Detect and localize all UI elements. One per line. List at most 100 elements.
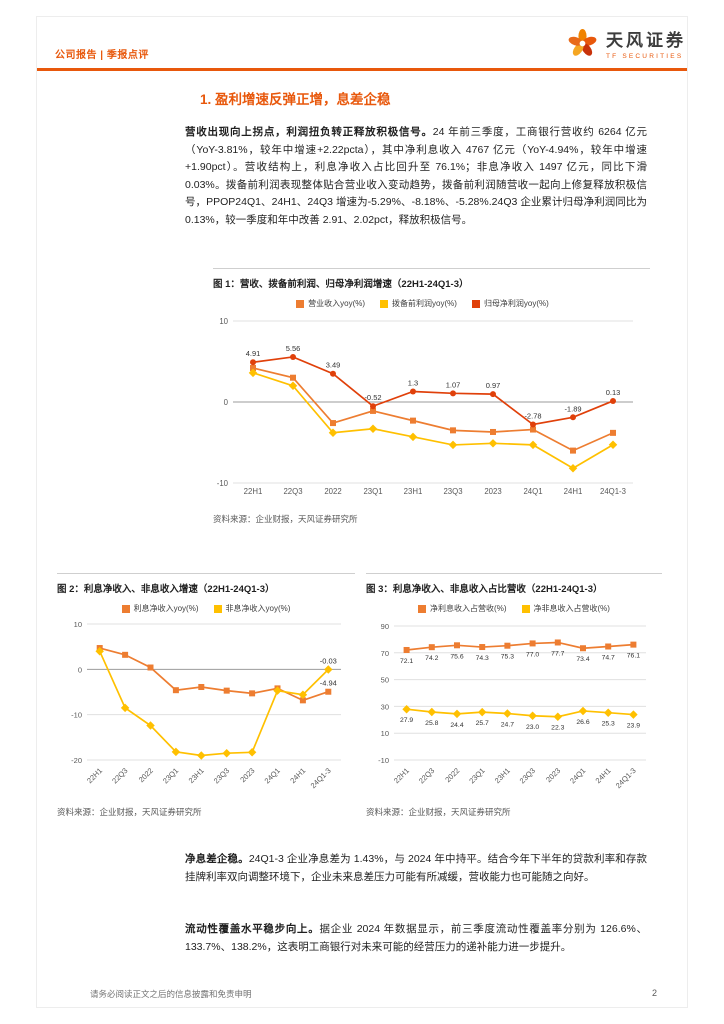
svg-text:22H1: 22H1 bbox=[85, 766, 104, 785]
svg-text:22H1: 22H1 bbox=[392, 766, 411, 785]
svg-text:25.7: 25.7 bbox=[476, 720, 489, 727]
paragraph-lead: 净息差企稳。 bbox=[185, 853, 249, 865]
legend-label: 营业收入yoy(%) bbox=[308, 299, 366, 308]
svg-text:-0.03: -0.03 bbox=[320, 656, 337, 665]
tf-securities-logo-icon bbox=[566, 27, 599, 65]
svg-text:1.07: 1.07 bbox=[446, 380, 461, 389]
legend-label: 归母净利润yoy(%) bbox=[483, 299, 549, 308]
page-border bbox=[36, 16, 688, 1008]
legend-item: 归母净利润yoy(%) bbox=[471, 298, 549, 309]
svg-text:23Q3: 23Q3 bbox=[443, 487, 462, 496]
figure-1-source: 资料来源：企业财报，天风证券研究所 bbox=[213, 514, 358, 524]
figure-2-source: 资料来源：企业财报，天风证券研究所 bbox=[57, 807, 202, 817]
figure-3: 图 3：利息净收入、非息收入占比营收（22H1-24Q1-3） 净利息收入占营收… bbox=[366, 573, 662, 818]
svg-text:77.7: 77.7 bbox=[551, 650, 564, 657]
legend-item: 净非息收入占营收(%) bbox=[521, 603, 610, 614]
figure-1-title: 图 1：营收、拨备前利润、归母净利润增速（22H1-24Q1-3） bbox=[213, 268, 650, 290]
paragraph-text: 24 年前三季度，工商银行营收约 6264 亿元（YoY-3.81%，较年中增速… bbox=[185, 126, 648, 226]
svg-text:2023: 2023 bbox=[484, 487, 501, 496]
svg-text:24Q1-3: 24Q1-3 bbox=[614, 766, 638, 790]
paragraph-lead: 流动性覆盖水平稳步向上。 bbox=[185, 923, 320, 935]
legend-label: 拨备前利润yoy(%) bbox=[392, 299, 457, 308]
brand-name-en: TF SECURITIES bbox=[606, 52, 684, 60]
svg-text:23.0: 23.0 bbox=[526, 724, 539, 731]
legend-label: 净利息收入占营收(%) bbox=[430, 604, 507, 613]
legend-swatch bbox=[471, 299, 480, 308]
svg-text:90: 90 bbox=[381, 622, 389, 631]
svg-text:23H1: 23H1 bbox=[493, 766, 512, 785]
svg-text:-20: -20 bbox=[71, 756, 82, 765]
svg-text:2023: 2023 bbox=[238, 766, 256, 784]
svg-text:0: 0 bbox=[224, 398, 229, 407]
svg-text:24Q1-3: 24Q1-3 bbox=[309, 766, 333, 790]
svg-text:-2.78: -2.78 bbox=[524, 412, 541, 421]
header-rule bbox=[37, 68, 687, 71]
svg-text:23H1: 23H1 bbox=[404, 487, 423, 496]
svg-text:24H1: 24H1 bbox=[594, 766, 613, 785]
figure-2-title: 图 2：利息净收入、非息收入增速（22H1-24Q1-3） bbox=[57, 573, 355, 595]
svg-text:75.6: 75.6 bbox=[450, 653, 463, 660]
legend-swatch bbox=[418, 604, 427, 613]
svg-text:-10: -10 bbox=[378, 756, 389, 765]
svg-text:-4.94: -4.94 bbox=[320, 679, 337, 688]
svg-text:24Q1: 24Q1 bbox=[568, 766, 587, 785]
svg-text:-0.52: -0.52 bbox=[364, 393, 381, 402]
svg-text:77.0: 77.0 bbox=[526, 651, 539, 658]
svg-text:5.56: 5.56 bbox=[286, 344, 301, 353]
svg-text:1.3: 1.3 bbox=[408, 378, 418, 387]
legend-item: 净利息收入占营收(%) bbox=[418, 603, 507, 614]
svg-text:73.4: 73.4 bbox=[576, 656, 589, 663]
svg-text:75.3: 75.3 bbox=[501, 654, 514, 661]
footer-disclaimer: 请务必阅读正文之后的信息披露和免责申明 bbox=[90, 989, 252, 999]
paragraph-text: 据企业 2024 年数据显示，前三季度流动性覆盖率分别为 126.6%、133.… bbox=[185, 923, 647, 953]
svg-text:0.97: 0.97 bbox=[486, 381, 501, 390]
svg-text:22Q3: 22Q3 bbox=[417, 766, 436, 785]
legend-item: 利息净收入yoy(%) bbox=[121, 603, 199, 614]
section-title: 1. 盈利增速反弹正增，息差企稳 bbox=[200, 92, 391, 107]
page-number: 2 bbox=[652, 988, 658, 998]
svg-text:-1.89: -1.89 bbox=[564, 404, 581, 413]
brand-logo: 天风证券 TF SECURITIES bbox=[566, 27, 686, 65]
svg-text:22.3: 22.3 bbox=[551, 725, 564, 732]
svg-text:22Q3: 22Q3 bbox=[283, 487, 302, 496]
svg-text:23Q1: 23Q1 bbox=[363, 487, 382, 496]
svg-text:23H1: 23H1 bbox=[187, 766, 206, 785]
svg-text:23.9: 23.9 bbox=[627, 723, 640, 730]
svg-text:74.3: 74.3 bbox=[476, 655, 489, 662]
svg-text:4.91: 4.91 bbox=[246, 349, 261, 358]
svg-text:23Q1: 23Q1 bbox=[467, 766, 486, 785]
svg-text:24H1: 24H1 bbox=[288, 766, 307, 785]
paragraph-nim: 净息差企稳。24Q1-3 企业净息差为 1.43%，与 2024 年中持平。结合… bbox=[185, 851, 647, 886]
svg-text:10: 10 bbox=[74, 620, 82, 629]
legend-label: 利息净收入yoy(%) bbox=[133, 604, 199, 613]
svg-text:24.4: 24.4 bbox=[450, 722, 463, 729]
figure-3-title: 图 3：利息净收入、非息收入占比营收（22H1-24Q1-3） bbox=[366, 573, 662, 595]
svg-text:30: 30 bbox=[381, 702, 389, 711]
svg-text:3.49: 3.49 bbox=[326, 361, 341, 370]
svg-text:2022: 2022 bbox=[137, 766, 155, 784]
legend-item: 拨备前利润yoy(%) bbox=[380, 298, 457, 309]
legend-swatch bbox=[213, 604, 222, 613]
svg-text:22Q3: 22Q3 bbox=[110, 766, 129, 785]
legend-swatch bbox=[121, 604, 130, 613]
legend-item: 营业收入yoy(%) bbox=[296, 298, 365, 309]
paragraph-liquidity: 流动性覆盖水平稳步向上。据企业 2024 年数据显示，前三季度流动性覆盖率分别为… bbox=[185, 921, 647, 956]
svg-text:27.9: 27.9 bbox=[400, 717, 413, 724]
figure-1: 图 1：营收、拨备前利润、归母净利润增速（22H1-24Q1-3） 营业收入yo… bbox=[195, 268, 650, 525]
svg-text:0: 0 bbox=[78, 665, 82, 674]
figure-3-source: 资料来源：企业财报，天风证券研究所 bbox=[366, 807, 511, 817]
svg-text:50: 50 bbox=[381, 676, 389, 685]
svg-text:-10: -10 bbox=[217, 479, 229, 488]
svg-text:2022: 2022 bbox=[443, 766, 461, 784]
svg-text:74.2: 74.2 bbox=[425, 655, 438, 662]
figure-1-chart: 10 0 -10 22H1 22Q3 2022 23Q1 23H1 23Q3 2023 24Q1 24… bbox=[217, 317, 633, 496]
figure-1-legend: 营业收入yoy(%) 拨备前利润yoy(%) 归母净利润yoy(%) bbox=[195, 298, 650, 309]
svg-text:24Q1-3: 24Q1-3 bbox=[600, 487, 626, 496]
figure-2-legend: 利息净收入yoy(%) 非息净收入yoy(%) bbox=[57, 603, 355, 614]
svg-text:24Q1: 24Q1 bbox=[263, 766, 282, 785]
svg-text:72.1: 72.1 bbox=[400, 658, 413, 665]
legend-swatch bbox=[380, 299, 389, 308]
svg-text:70: 70 bbox=[381, 649, 389, 658]
